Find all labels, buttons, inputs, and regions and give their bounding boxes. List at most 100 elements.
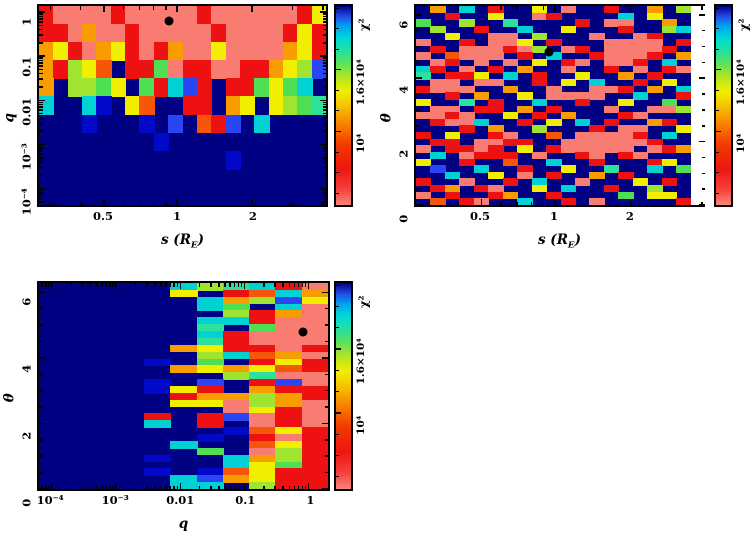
heatmap-cell xyxy=(560,165,576,173)
heatmap-cell xyxy=(603,45,620,54)
heatmap-cell xyxy=(249,392,277,401)
heatmap-cell xyxy=(196,60,213,80)
heatmap-cell xyxy=(430,6,446,14)
heatmap-cell xyxy=(589,138,605,146)
tick-mark xyxy=(39,340,43,343)
heatmap-cell xyxy=(473,78,490,87)
tick-mark xyxy=(165,201,167,205)
heatmap-cell xyxy=(139,6,155,25)
heatmap-cell xyxy=(39,60,55,80)
y-tick-label-text: 6 xyxy=(19,298,34,307)
colorbar-tick-label-text: 1.6×10⁴ xyxy=(354,58,367,106)
tick-mark xyxy=(39,86,43,88)
heatmap-cell xyxy=(297,24,313,43)
heatmap-cell xyxy=(275,337,303,346)
x-axis-title: q xyxy=(179,517,188,532)
heatmap-cell xyxy=(531,12,548,20)
heatmap-cell xyxy=(632,32,649,40)
tick-mark xyxy=(138,6,141,10)
heatmap-cell xyxy=(459,158,475,166)
heatmap-cell xyxy=(110,42,127,61)
y-tick-label-text: 0.1 xyxy=(19,56,34,77)
heatmap-cell xyxy=(546,118,562,127)
tick-mark xyxy=(165,283,167,287)
heatmap-cell xyxy=(275,344,303,353)
tick-mark xyxy=(307,283,310,289)
heatmap-cell xyxy=(676,25,692,34)
heatmap-cell xyxy=(225,150,241,170)
tick-mark xyxy=(224,485,226,489)
heatmap-cell xyxy=(444,132,461,140)
tick-mark xyxy=(240,283,243,287)
heatmap-cell xyxy=(96,60,112,80)
heatmap-cell xyxy=(589,92,605,100)
heatmap-cell xyxy=(416,39,432,47)
heatmap-cell xyxy=(416,65,432,74)
heatmap-cell xyxy=(517,165,533,173)
heatmap-cell xyxy=(275,372,303,380)
colorbar-chi2: 10⁴ 1.6×10⁴ χ² xyxy=(334,281,370,491)
heatmap-cell xyxy=(473,72,490,80)
heatmap-cell xyxy=(249,351,277,360)
tick-mark xyxy=(416,109,420,111)
heatmap-cell xyxy=(301,324,328,332)
heatmap-cell xyxy=(416,19,432,27)
colorbar-tick-label-text: 1.6×10⁴ xyxy=(734,58,747,106)
heatmap-cell xyxy=(546,132,562,140)
heatmap-cell xyxy=(239,78,256,98)
colorbar-tick-label-text: 1.6×10⁴ xyxy=(354,338,367,385)
x-tick-label: 1 xyxy=(172,209,181,223)
tick-mark xyxy=(169,485,172,489)
heatmap-cell xyxy=(249,283,277,291)
y-tick-label-text: 0 xyxy=(396,214,411,223)
x-tick-label: 0.5 xyxy=(470,209,491,223)
heatmap-cell xyxy=(603,118,620,127)
heatmap-cell xyxy=(618,132,634,140)
heatmap-cell xyxy=(444,118,461,127)
heatmap-cell xyxy=(647,45,663,54)
colorbar-minor-tick xyxy=(336,476,339,478)
colorbar-tick xyxy=(336,412,341,414)
heatmap-cell xyxy=(222,392,251,401)
tick-mark xyxy=(701,109,705,111)
colorbar-tick-label-text: 10⁴ xyxy=(734,134,747,154)
heatmap-cell xyxy=(444,72,461,80)
colorbar-minor-tick xyxy=(336,433,339,435)
tick-mark xyxy=(39,194,43,197)
tick-mark xyxy=(322,145,326,148)
tick-mark xyxy=(701,188,705,190)
y-tick-label-text: 4 xyxy=(19,364,34,373)
heatmap-cell xyxy=(517,52,533,60)
heatmap-cell xyxy=(139,60,155,80)
tick-mark xyxy=(670,6,673,10)
heatmap-cell xyxy=(196,283,224,291)
heatmap-cell xyxy=(170,289,198,298)
heatmap-cell xyxy=(196,420,224,428)
heatmap-cell xyxy=(603,59,620,67)
heatmap-cell xyxy=(473,138,490,146)
tick-mark xyxy=(112,485,114,489)
heatmap-cell xyxy=(153,42,170,61)
x-tick-label: 10⁻³ xyxy=(101,493,129,507)
tick-mark xyxy=(322,291,328,294)
heatmap-cell xyxy=(211,114,227,134)
heatmap-cell xyxy=(517,39,533,47)
tick-mark xyxy=(39,78,43,80)
heatmap-cell xyxy=(254,78,270,98)
heatmap-cell xyxy=(444,32,461,40)
heatmap-cell xyxy=(239,6,256,25)
tick-mark xyxy=(416,125,420,127)
heatmap-cell xyxy=(517,118,533,127)
heatmap-cell xyxy=(96,42,112,61)
heatmap-cell xyxy=(690,92,705,100)
heatmap-cell xyxy=(618,125,634,133)
tick-mark xyxy=(198,283,201,287)
theta-vs-q-plot xyxy=(37,281,330,491)
heatmap-cell xyxy=(196,365,224,373)
tick-mark xyxy=(39,122,43,125)
heatmap-cell xyxy=(589,85,605,93)
tick-mark xyxy=(322,122,326,125)
heatmap-cell xyxy=(239,42,256,61)
heatmap-cell xyxy=(502,32,519,40)
colorbar-minor-tick xyxy=(336,7,339,9)
